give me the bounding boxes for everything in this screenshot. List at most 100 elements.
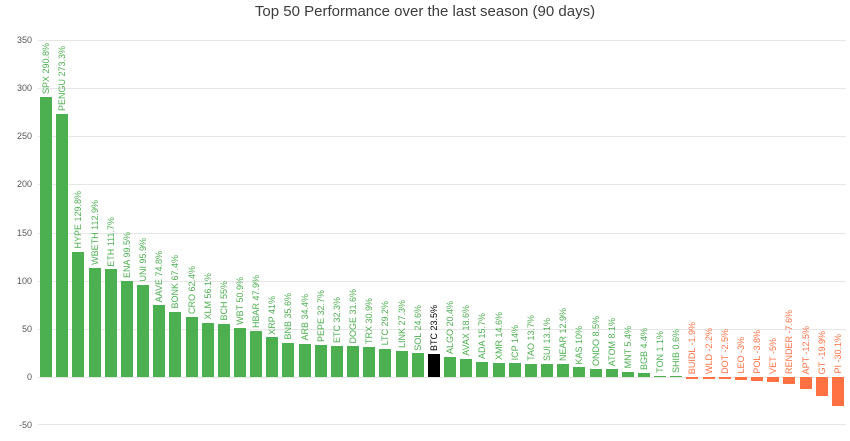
bar-label-mnt: MNT 5.4% — [622, 326, 633, 369]
bar-xrp[interactable] — [266, 337, 279, 377]
bar-label-ton: TON 1.1% — [655, 330, 666, 373]
gridline — [38, 280, 846, 282]
bar-etc[interactable] — [330, 345, 343, 377]
bar-label-xmr: XMR 14.6% — [493, 311, 504, 360]
bar-sol[interactable] — [411, 353, 424, 377]
bar-label-icp: ICP 14% — [509, 325, 520, 361]
plot-area: SPX 290.8% PENGU 273.3% HYPE 129.8% WBETH 1… — [38, 40, 846, 425]
bar-label-dot: DOT -2.5% — [719, 329, 730, 374]
bar-avax[interactable] — [460, 358, 473, 377]
bar-pepe[interactable] — [314, 345, 327, 377]
bar-label-xlm: XLM 56.1% — [202, 273, 213, 320]
bar-arb[interactable] — [298, 343, 311, 377]
bar-label-leo: LEO -3% — [735, 337, 746, 374]
bar-gt[interactable] — [815, 376, 828, 397]
bar-wld[interactable] — [702, 376, 715, 379]
bar-pol[interactable] — [751, 376, 764, 381]
bar-xlm[interactable] — [201, 322, 214, 377]
bar-label-link: LINK 27.3% — [396, 299, 407, 348]
bar-label-algo: ALGO 20.4% — [445, 301, 456, 355]
bar-label-wld: WLD -2.2% — [703, 327, 714, 374]
bar-label-eth: ETH 111.7% — [105, 216, 116, 267]
bar-cro[interactable] — [185, 316, 198, 377]
bar-atom[interactable] — [605, 369, 618, 377]
bar-dot[interactable] — [718, 376, 731, 380]
bar-label-trx: TRX 30.9% — [364, 298, 375, 345]
bar-label-vet: VET -5% — [768, 338, 779, 374]
bar-ada[interactable] — [476, 361, 489, 377]
gridline — [38, 40, 846, 41]
bar-label-bgb: BGB 4.4% — [639, 327, 649, 370]
bar-label-xrp: XRP 41% — [267, 295, 278, 335]
gridline — [38, 232, 846, 234]
bar-label-bnb: BNB 35.6% — [283, 293, 294, 340]
bar-near[interactable] — [557, 364, 570, 377]
bar-label-bch: BCH 55% — [218, 281, 229, 321]
bar-label-pol: POL -3.8% — [752, 330, 763, 374]
bar-render[interactable] — [783, 376, 796, 385]
gridline — [38, 424, 846, 425]
bar-btc[interactable] — [427, 354, 440, 377]
y-tick-label: 150 — [16, 227, 32, 238]
bar-ena[interactable] — [120, 281, 133, 377]
bar-shib[interactable] — [670, 375, 683, 377]
bar-hbar[interactable] — [250, 330, 263, 377]
bar-label-btc: BTC 23.5% — [428, 305, 439, 352]
bar-label-wbt: WBT 50.9% — [235, 277, 245, 325]
y-tick-label: 250 — [16, 131, 32, 142]
bar-bgb[interactable] — [638, 372, 650, 377]
bar-pengu[interactable] — [56, 113, 69, 377]
bar-buidl[interactable] — [686, 376, 699, 379]
bar-vet[interactable] — [767, 376, 780, 382]
y-tick-label: 50 — [21, 323, 32, 334]
bar-leo[interactable] — [734, 376, 747, 380]
bar-wbt[interactable] — [234, 327, 246, 377]
bar-label-arb: ARB 34.4% — [299, 294, 310, 341]
chart-title: Top 50 Performance over the last season … — [254, 3, 596, 20]
bar-apt[interactable] — [799, 376, 812, 389]
bar-ton[interactable] — [654, 375, 667, 377]
y-tick-label: 0 — [26, 371, 32, 382]
gridline — [38, 328, 846, 330]
bar-bch[interactable] — [217, 323, 230, 377]
bar-label-pepe: PEPE 32.7% — [315, 290, 326, 343]
bar-bnb[interactable] — [282, 342, 295, 377]
bar-doge[interactable] — [347, 346, 360, 377]
bar-ltc[interactable] — [379, 348, 392, 377]
bar-tao[interactable] — [524, 363, 537, 377]
bar-label-hbar: HBAR 47.9% — [251, 274, 262, 328]
bar-sui[interactable] — [541, 364, 554, 377]
bar-hype[interactable] — [72, 251, 85, 377]
bar-algo[interactable] — [444, 357, 457, 377]
bar-label-atom: ATOM 8.1% — [606, 317, 617, 367]
gridline — [38, 184, 846, 186]
bar-spx[interactable] — [40, 96, 53, 377]
bar-label-shib: SHIB 0.6% — [671, 329, 682, 374]
bar-label-pengu: PENGU 273.3% — [57, 45, 68, 111]
bar-label-doge: DOGE 31.6% — [348, 288, 359, 344]
gridline — [38, 88, 846, 90]
bar-link[interactable] — [395, 350, 408, 377]
bar-kas[interactable] — [573, 367, 586, 377]
bar-label-kas: KAS 10% — [574, 325, 585, 365]
bar-label-aave: AAVE 74.8% — [154, 250, 165, 302]
bar-wbeth[interactable] — [88, 268, 101, 377]
bar-uni[interactable] — [137, 284, 150, 377]
bar-icp[interactable] — [508, 363, 521, 377]
bar-eth[interactable] — [104, 269, 117, 377]
bar-trx[interactable] — [363, 347, 376, 377]
bar-xmr[interactable] — [492, 362, 505, 377]
bar-aave[interactable] — [153, 304, 166, 377]
bar-bonk[interactable] — [169, 312, 182, 377]
bar-label-sol: SOL 24.6% — [412, 304, 423, 351]
bar-mnt[interactable] — [621, 371, 634, 377]
bar-label-ada: ADA 15.7% — [477, 312, 488, 359]
bar-pi[interactable] — [831, 376, 844, 406]
bar-label-bonk: BONK 67.4% — [170, 255, 181, 309]
y-tick-label: 100 — [16, 275, 32, 286]
bar-label-apt: APT -12.5% — [800, 325, 811, 374]
bar-label-gt: GT -19.9% — [816, 330, 827, 374]
bar-label-spx: SPX 290.8% — [41, 42, 52, 94]
bar-ondo[interactable] — [589, 368, 602, 377]
gridline — [38, 136, 846, 138]
